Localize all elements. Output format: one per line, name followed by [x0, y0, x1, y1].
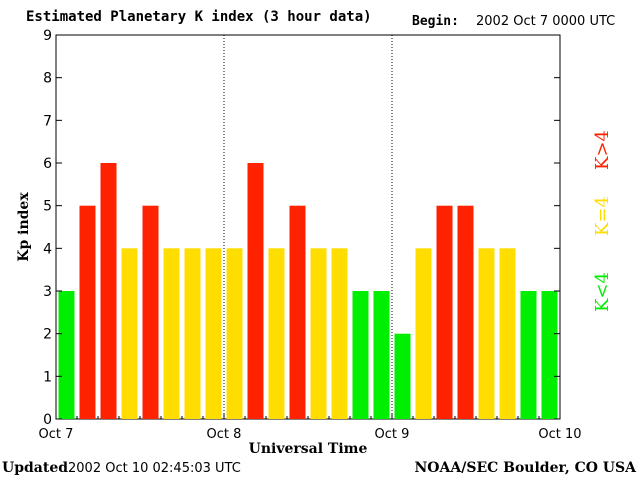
x-tick-label: Oct 9	[375, 427, 410, 442]
bars	[58, 163, 558, 419]
chart-title: Estimated Planetary K index (3 hour data…	[26, 9, 372, 25]
kp-bar	[310, 248, 327, 419]
updated-value: 2002 Oct 10 02:45:03 UTC	[68, 461, 241, 476]
kp-bar	[58, 291, 75, 419]
begin-label: Begin:	[412, 14, 459, 29]
y-tick-label: 3	[43, 284, 52, 300]
kp-bar	[394, 333, 411, 419]
day-separators	[223, 35, 393, 419]
legend-high: K>4	[592, 130, 613, 170]
kp-bar	[163, 248, 180, 419]
source-credit: NOAA/SEC Boulder, CO USA	[414, 460, 637, 476]
x-ticks: Oct 7 Oct 8 Oct 9 Oct 10	[39, 413, 582, 442]
kp-bar	[205, 248, 222, 419]
x-tick-label: Oct 7	[39, 427, 74, 442]
kp-bar	[373, 291, 390, 419]
kp-bar	[520, 291, 537, 419]
legend-equal: K=4	[592, 196, 613, 236]
y-tick-label: 7	[43, 113, 52, 129]
kp-bar	[436, 205, 453, 419]
kp-bar	[415, 248, 432, 419]
kp-bar	[541, 291, 558, 419]
y-tick-label: 5	[43, 199, 52, 215]
updated-label: Updated	[2, 460, 69, 476]
kp-bar	[247, 163, 264, 419]
kp-bar	[79, 205, 96, 419]
kp-bar	[352, 291, 369, 419]
y-tick-label: 9	[43, 28, 52, 44]
y-tick-label: 4	[43, 241, 52, 257]
kp-bar	[121, 248, 138, 419]
kp-bar	[457, 205, 474, 419]
kp-bar	[478, 248, 495, 419]
kp-bar	[226, 248, 243, 419]
legend-low: K<4	[592, 272, 613, 312]
y-axis-label: Kp index	[16, 192, 32, 262]
y-tick-label: 1	[43, 369, 52, 385]
x-axis-label: Universal Time	[249, 441, 368, 457]
x-tick-label: Oct 8	[207, 427, 242, 442]
kp-bar	[142, 205, 159, 419]
y-ticks: 0 1 2 3 4 5 6 7 8 9	[43, 28, 560, 428]
y-tick-label: 8	[43, 71, 52, 87]
kp-bar	[289, 205, 306, 419]
y-tick-label: 6	[43, 156, 52, 172]
y-tick-label: 2	[43, 327, 52, 343]
kp-bar	[184, 248, 201, 419]
kp-bar	[268, 248, 285, 419]
kp-bar	[100, 163, 117, 419]
begin-value: 2002 Oct 7 0000 UTC	[476, 14, 616, 29]
kp-bar	[499, 248, 516, 419]
kp-bar	[331, 248, 348, 419]
x-tick-label: Oct 10	[538, 427, 581, 442]
y-tick-label: 0	[43, 412, 52, 428]
